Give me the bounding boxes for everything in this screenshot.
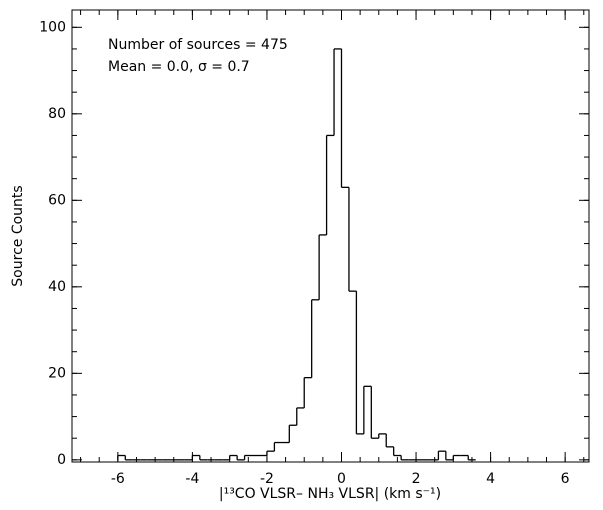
y-tick-label: 100 <box>39 19 66 35</box>
annotation: Number of sources = 475 <box>108 37 288 53</box>
x-axis-label: |¹³CO VLSR– NH₃ VLSR| (km s⁻¹) <box>219 486 441 502</box>
x-tick-label: 0 <box>337 471 346 487</box>
y-tick-label: 0 <box>57 452 66 468</box>
y-tick-label: 40 <box>48 279 66 295</box>
plot-frame <box>71 9 590 463</box>
x-tick-label: -4 <box>185 471 199 487</box>
x-tick-label: -2 <box>260 471 274 487</box>
annotation: Mean = 0.0, σ = 0.7 <box>108 59 250 75</box>
x-tick-label: -6 <box>111 471 125 487</box>
y-tick-label: 20 <box>48 365 66 381</box>
y-tick-label: 60 <box>48 192 66 208</box>
x-tick-label: 4 <box>486 471 495 487</box>
y-axis-label: Source Counts <box>10 185 26 286</box>
x-tick-label: 2 <box>412 471 421 487</box>
x-tick-label: 6 <box>561 471 570 487</box>
y-tick-label: 80 <box>48 106 66 122</box>
